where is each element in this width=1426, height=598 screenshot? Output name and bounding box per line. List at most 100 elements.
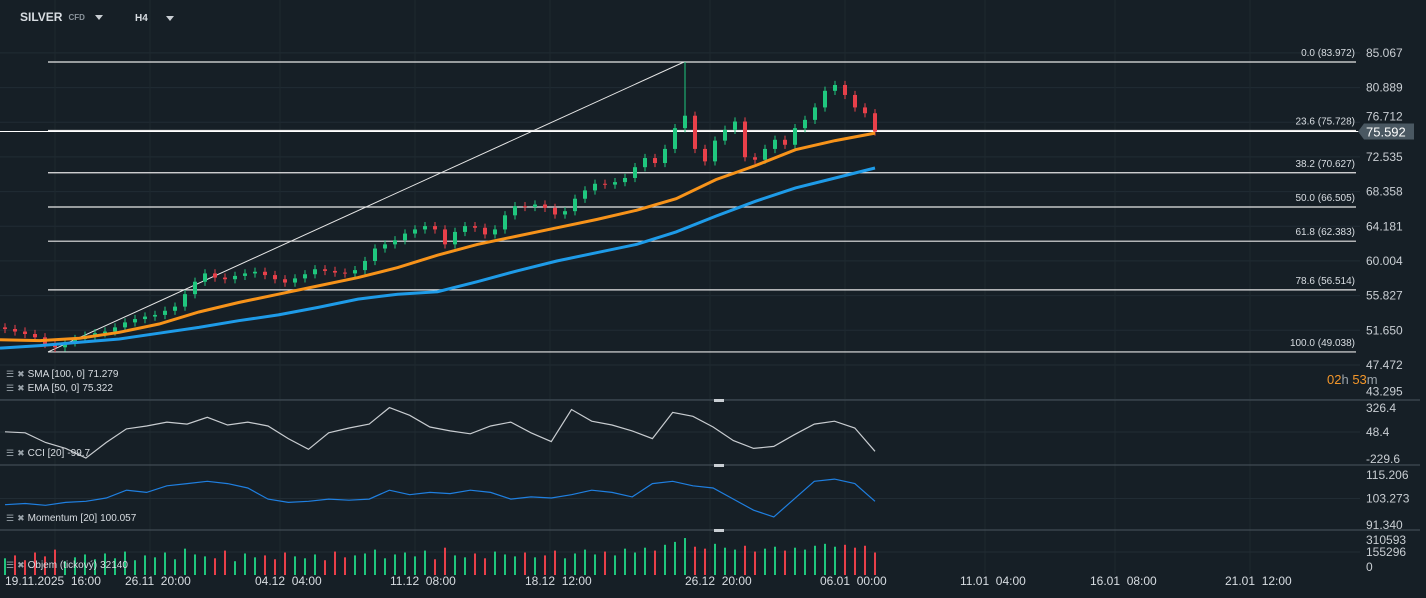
candle-countdown: 02h 53m xyxy=(1327,372,1378,387)
volume-bar xyxy=(224,550,226,575)
candle-up xyxy=(253,271,257,274)
price-tick-label: 64.181 xyxy=(1366,219,1403,233)
volume-bar xyxy=(574,553,576,575)
candle-up xyxy=(163,310,167,315)
candle-up xyxy=(373,248,377,261)
candle-up xyxy=(573,198,577,212)
candle-down xyxy=(783,139,787,145)
volume-bar xyxy=(614,555,616,575)
candle-down xyxy=(653,158,657,164)
chevron-down-icon xyxy=(94,14,103,20)
volume-bar xyxy=(534,557,536,575)
volume-bar xyxy=(464,557,466,575)
close-icon[interactable]: ✖ xyxy=(17,369,25,379)
settings-icon[interactable]: ☰ xyxy=(6,448,15,458)
volume-bar xyxy=(314,554,316,575)
candle-down xyxy=(273,275,277,280)
close-icon[interactable]: ✖ xyxy=(17,448,25,458)
cci-label: CCI [20] xyxy=(27,448,65,459)
time-tick-label: 18.12 12:00 xyxy=(525,574,592,588)
volume-label: Objem (tickový) xyxy=(27,560,98,571)
volume-bar xyxy=(704,548,706,575)
candle-up xyxy=(113,327,117,332)
settings-icon[interactable]: ☰ xyxy=(6,513,15,523)
timeframe-selector[interactable]: H4 xyxy=(135,13,174,24)
price-tick-label: 55.827 xyxy=(1366,289,1403,303)
candle-down xyxy=(703,148,707,162)
fib-level-label: 61.8 (62.383) xyxy=(1296,227,1356,238)
settings-icon[interactable]: ☰ xyxy=(6,369,15,379)
candle-up xyxy=(613,182,617,185)
candle-up xyxy=(673,128,677,149)
time-tick-label: 19.11.2025 16:00 xyxy=(5,574,101,588)
volume-bar xyxy=(764,548,766,575)
cci-value: -99.7 xyxy=(67,448,91,459)
time-tick-label: 11.12 08:00 xyxy=(390,574,456,588)
settings-icon[interactable]: ☰ xyxy=(6,560,15,570)
close-icon[interactable]: ✖ xyxy=(17,383,25,393)
candle-up xyxy=(663,148,667,164)
settings-icon[interactable]: ☰ xyxy=(6,383,15,393)
candle-up xyxy=(493,229,497,235)
volume-bar xyxy=(754,551,756,575)
volume-bar xyxy=(274,559,276,575)
volume-bar xyxy=(144,555,146,575)
volume-bar xyxy=(874,552,876,575)
price-tick-label: 72.535 xyxy=(1366,150,1403,164)
candle-up xyxy=(133,319,137,323)
candle-up xyxy=(833,85,837,91)
candle-up xyxy=(513,206,517,216)
time-tick-label: 06.01 00:00 xyxy=(820,574,887,588)
volume-bar xyxy=(234,561,236,575)
legend-volume: ☰ ✖ Objem (tickový) 32140 xyxy=(6,560,128,571)
pane-resize-handle[interactable] xyxy=(714,399,724,402)
chevron-down-icon xyxy=(165,16,174,21)
volume-bar xyxy=(634,552,636,575)
volume-bar xyxy=(824,543,826,575)
volume-bar xyxy=(64,561,66,575)
time-tick-label: 21.01 12:00 xyxy=(1225,574,1292,588)
volume-bar xyxy=(354,555,356,575)
candle-down xyxy=(863,107,867,114)
volume-bar xyxy=(254,557,256,575)
volume-bar xyxy=(24,560,26,575)
volume-bar xyxy=(284,552,286,575)
momentum-value: 100.057 xyxy=(100,513,137,524)
volume-bar xyxy=(384,558,386,575)
volume-bar xyxy=(864,545,866,575)
candle-up xyxy=(453,231,457,245)
volume-bar xyxy=(644,547,646,575)
close-icon[interactable]: ✖ xyxy=(17,560,25,570)
volume-bar xyxy=(174,559,176,575)
volume-bar xyxy=(814,545,816,575)
price-tick-label: 60.004 xyxy=(1366,254,1403,268)
pane-resize-handle[interactable] xyxy=(714,464,724,467)
volume-bar xyxy=(744,545,746,575)
candle-up xyxy=(313,269,317,275)
close-icon[interactable]: ✖ xyxy=(17,513,25,523)
candle-down xyxy=(873,113,877,132)
volume-tick-label: 0 xyxy=(1366,560,1373,574)
volume-bar xyxy=(594,554,596,575)
volume-bar xyxy=(604,551,606,575)
candle-up xyxy=(183,294,187,307)
volume-bar xyxy=(494,551,496,575)
legend-ema: ☰ ✖ EMA [50, 0] 75.322 xyxy=(6,383,113,394)
symbol-selector[interactable]: SILVER CFD xyxy=(20,10,103,24)
pane-resize-handle[interactable] xyxy=(714,529,724,532)
volume-bar xyxy=(784,550,786,575)
volume-bar xyxy=(724,547,726,575)
volume-bar xyxy=(404,552,406,575)
candle-up xyxy=(643,158,647,168)
volume-bar xyxy=(794,547,796,575)
candle-down xyxy=(693,115,697,149)
candle-up xyxy=(583,190,587,199)
momentum-tick-label: 103.273 xyxy=(1366,492,1410,506)
candle-down xyxy=(473,226,477,228)
candle-up xyxy=(503,215,507,230)
cci-tick-label: 326.4 xyxy=(1366,401,1396,415)
candle-down xyxy=(523,206,527,208)
candle-down xyxy=(13,329,17,332)
volume-bar xyxy=(264,555,266,575)
